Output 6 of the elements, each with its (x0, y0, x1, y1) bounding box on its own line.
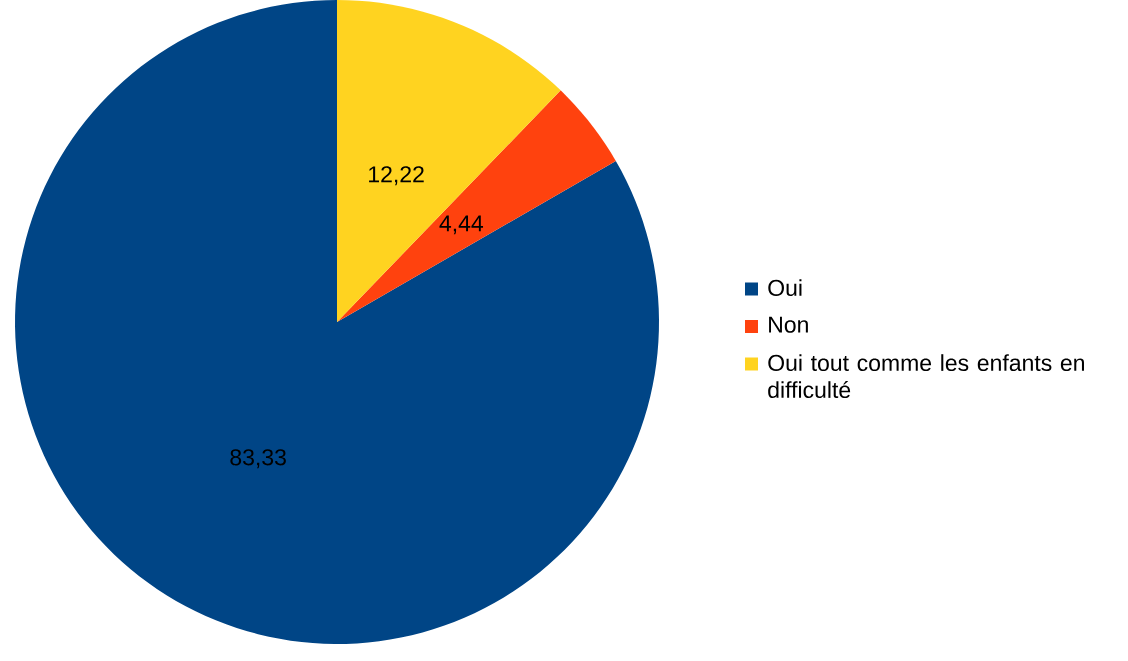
legend-label: Oui tout comme les enfants en difficulté (768, 354, 1084, 399)
data-label: 4,44 (439, 215, 484, 235)
data-label: 83,33 (230, 449, 286, 469)
legend-label: Oui (768, 279, 802, 297)
data-label: 12,22 (369, 166, 424, 186)
legend-label: Non (769, 316, 808, 333)
